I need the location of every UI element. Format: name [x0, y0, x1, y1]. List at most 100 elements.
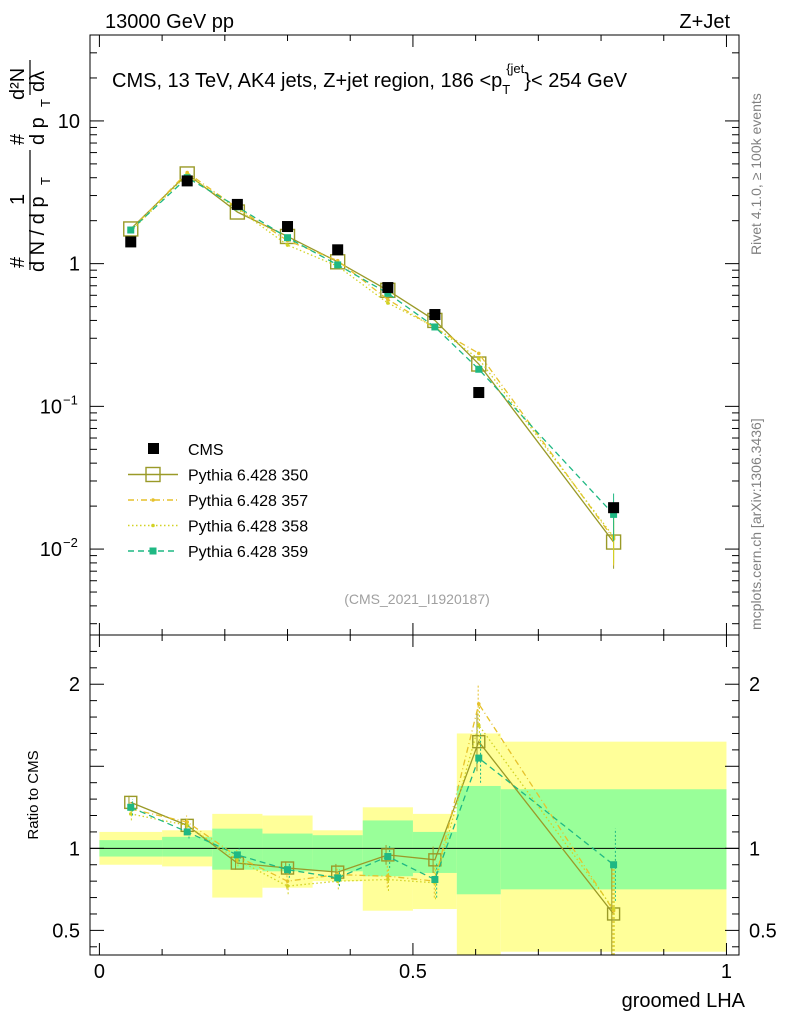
cms-point-1 [181, 175, 193, 187]
title-close: } [524, 70, 531, 92]
main-series-line-1 [130, 171, 615, 540]
main-series-point-3-5 [384, 289, 392, 297]
main-series-point-3-7 [475, 365, 483, 373]
legend-cms-label: CMS [188, 442, 224, 459]
ylabel-subT2: T [38, 99, 53, 107]
main-series-point-2-3 [285, 243, 290, 247]
ratio-series-point-3-8 [610, 861, 618, 869]
ratio-series-point-1-3 [285, 879, 290, 883]
ratio-panel: 0.5 0.5 1 1 2 2 [52, 634, 777, 956]
band-inner-3 [262, 833, 313, 872]
legend-label-2: Pythia 6.428 358 [188, 519, 308, 536]
ylabel-dpT: d p [27, 117, 49, 145]
ratio-series-point-3-4 [334, 874, 342, 882]
ratio-y-tick-right-0: 0.5 [749, 920, 777, 942]
ratio-series-point-3-7 [475, 754, 483, 762]
legend: CMS Pythia 6.428 350 Pythia 6.428 357 Pythi… [128, 442, 308, 561]
ylabel-one: 1 [7, 194, 29, 205]
header-left: 13000 GeV pp [105, 11, 234, 33]
ratio-series-point-2-3 [285, 884, 290, 888]
ratio-frame [89, 634, 740, 956]
header-right: Z+Jet [679, 11, 730, 33]
ratio-series-point-2-1 [185, 823, 189, 828]
ratio-series-point-3-2 [233, 851, 241, 859]
title-sup: {jet [506, 61, 524, 76]
main-y-tick-label-0: 10 [58, 111, 80, 133]
main-series-point-1-7 [476, 351, 481, 356]
cms-point-7 [473, 387, 485, 399]
ylabel-d2N: d²N [7, 68, 29, 100]
ratio-y-tick-right-2: 2 [749, 674, 760, 696]
ratio-series-point-1-1 [185, 820, 189, 824]
x-tick-label-1: 0.5 [399, 961, 427, 983]
main-ylabel: # 1 d N / d p T # d p T d²N dλ [7, 60, 53, 272]
analysis-id: (CMS_2021_I1920187) [344, 591, 490, 607]
main-series-point-3-8 [610, 510, 618, 518]
x-axis: 0 0.5 1 [94, 35, 732, 983]
main-series-point-3-0 [127, 226, 135, 234]
legend-marker-1 [151, 498, 155, 502]
ylabel-hash2: # [7, 133, 29, 145]
title-p: p [491, 70, 502, 92]
ratio-series-line-3 [130, 757, 614, 881]
band-inner-4 [312, 835, 363, 872]
ratio-series-point-2-7 [476, 723, 481, 728]
main-y-tick-exp-2: −1 [63, 392, 78, 407]
ratio-series-point-3-0 [127, 803, 135, 811]
ratio-y-tick-left-2: 2 [69, 674, 80, 696]
main-series-point-2-7 [476, 357, 481, 361]
cms-point-5 [382, 282, 394, 294]
band-inner-7 [456, 785, 501, 895]
ylabel-dlambda: dλ [27, 71, 49, 92]
ratio-series-line-0 [130, 740, 615, 915]
main-y-tick-label-1: 1 [69, 254, 80, 276]
ratio-series-point-2-8 [611, 907, 616, 911]
ratio-series-point-0-7 [472, 734, 486, 749]
cms-point-4 [332, 244, 344, 256]
legend-label-3: Pythia 6.428 359 [188, 544, 308, 561]
main-y-tick-label-3: 10 [40, 539, 62, 561]
ylabel-hash1: # [7, 256, 29, 268]
rivet-label: Rivet 4.1.0, ≥ 100k events [748, 93, 764, 255]
main-y-tick-label-2: 10 [40, 396, 62, 418]
chart-title: CMS, 13 TeV, AK4 jets, Z+jet region, 186… [112, 61, 628, 97]
title-sub: T [502, 82, 510, 97]
ratio-y-tick-right-1: 1 [749, 838, 760, 860]
ylabel-dN: d N / d p [27, 196, 49, 272]
cms-point-8 [608, 502, 620, 514]
main-series-point-1-5 [386, 297, 390, 302]
ylabel-subT: T [38, 177, 53, 185]
legend-marker-3 [149, 547, 157, 555]
cms-point-2 [231, 198, 243, 210]
x-axis-label: groomed LHA [622, 990, 746, 1012]
main-series-point-3-3 [284, 234, 292, 242]
main-series-point-0-0 [123, 221, 139, 237]
main-series-point-3-6 [431, 323, 439, 331]
main-series-point-3-4 [334, 261, 342, 269]
ratio-series-point-3-5 [384, 853, 392, 861]
ratio-series-point-0-5 [381, 848, 395, 862]
ratio-uncertainty-bands [99, 733, 727, 955]
ratio-series-point-1-7 [476, 702, 481, 706]
ratio-series-point-2-0 [128, 812, 133, 816]
legend-label-0: Pythia 6.428 350 [188, 468, 308, 485]
cms-point-6 [429, 309, 441, 321]
main-y-tick-exp-3: −2 [63, 535, 78, 550]
x-tick-label-2: 1 [721, 961, 732, 983]
ratio-series-point-2-5 [386, 877, 390, 882]
ratio-series-point-2-2 [235, 858, 240, 862]
cms-point-0 [125, 236, 137, 248]
cms-data-points [125, 175, 620, 514]
ratio-y-tick-left-0: 0.5 [52, 920, 80, 942]
title-suffix: < 254 GeV [531, 70, 628, 92]
main-series-line-0 [130, 173, 615, 543]
x-tick-label-0: 0 [94, 961, 105, 983]
ratio-series-point-0-6 [428, 853, 442, 867]
band-inner-1 [162, 836, 213, 857]
ratio-series-layer [124, 684, 621, 955]
title-prefix: CMS, 13 TeV, AK4 jets, Z+jet region, 186… [112, 70, 491, 92]
legend-marker-2 [151, 523, 155, 528]
